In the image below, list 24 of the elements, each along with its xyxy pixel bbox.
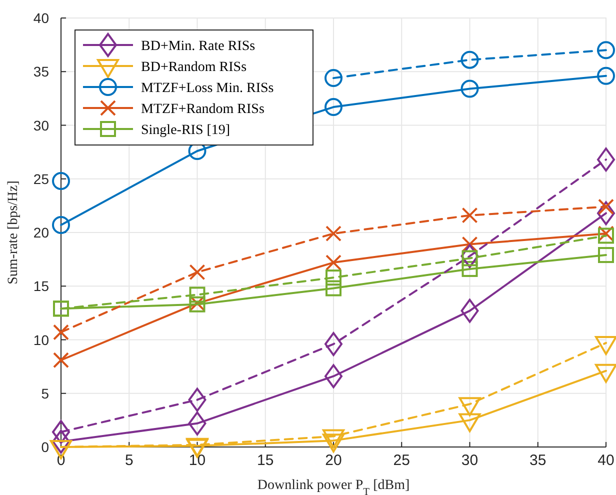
x-tick-label: 30 — [461, 452, 478, 469]
x-axis-title: Downlink power P$_{T}$ [dBm] — [257, 478, 410, 495]
x-tick-label: 20 — [325, 452, 342, 469]
y-tick-label: 20 — [33, 224, 50, 240]
y-tick-label: 30 — [33, 117, 50, 134]
x-tick-label: 5 — [124, 452, 134, 469]
x-tick-label: 40 — [598, 452, 614, 469]
legend-label: BD+Random RISs — [141, 60, 247, 75]
y-tick-label: 10 — [33, 332, 50, 348]
x-tick-label: 15 — [257, 452, 274, 469]
x-tick-label: 35 — [530, 452, 546, 469]
legend-label: Single-RIS [19] — [141, 123, 230, 138]
y-tick-label: 0 — [41, 439, 50, 455]
x-tick-label: 25 — [393, 452, 410, 469]
legend-label: BD+Min. Rate RISs — [141, 39, 256, 54]
legend-label: MTZF+Random RISs — [141, 102, 264, 117]
y-tick-label: 15 — [33, 278, 50, 294]
x-tick-label: 10 — [188, 452, 206, 469]
y-tick-label: 35 — [33, 64, 50, 80]
y-tick-label: 25 — [33, 170, 50, 187]
y-tick-label: 5 — [41, 385, 50, 402]
y-axis-title: Sum-rate [bps/Hz] — [6, 180, 21, 284]
legend-label: MTZF+Loss Min. RISs — [141, 81, 274, 96]
y-tick-label: 40 — [33, 10, 50, 26]
